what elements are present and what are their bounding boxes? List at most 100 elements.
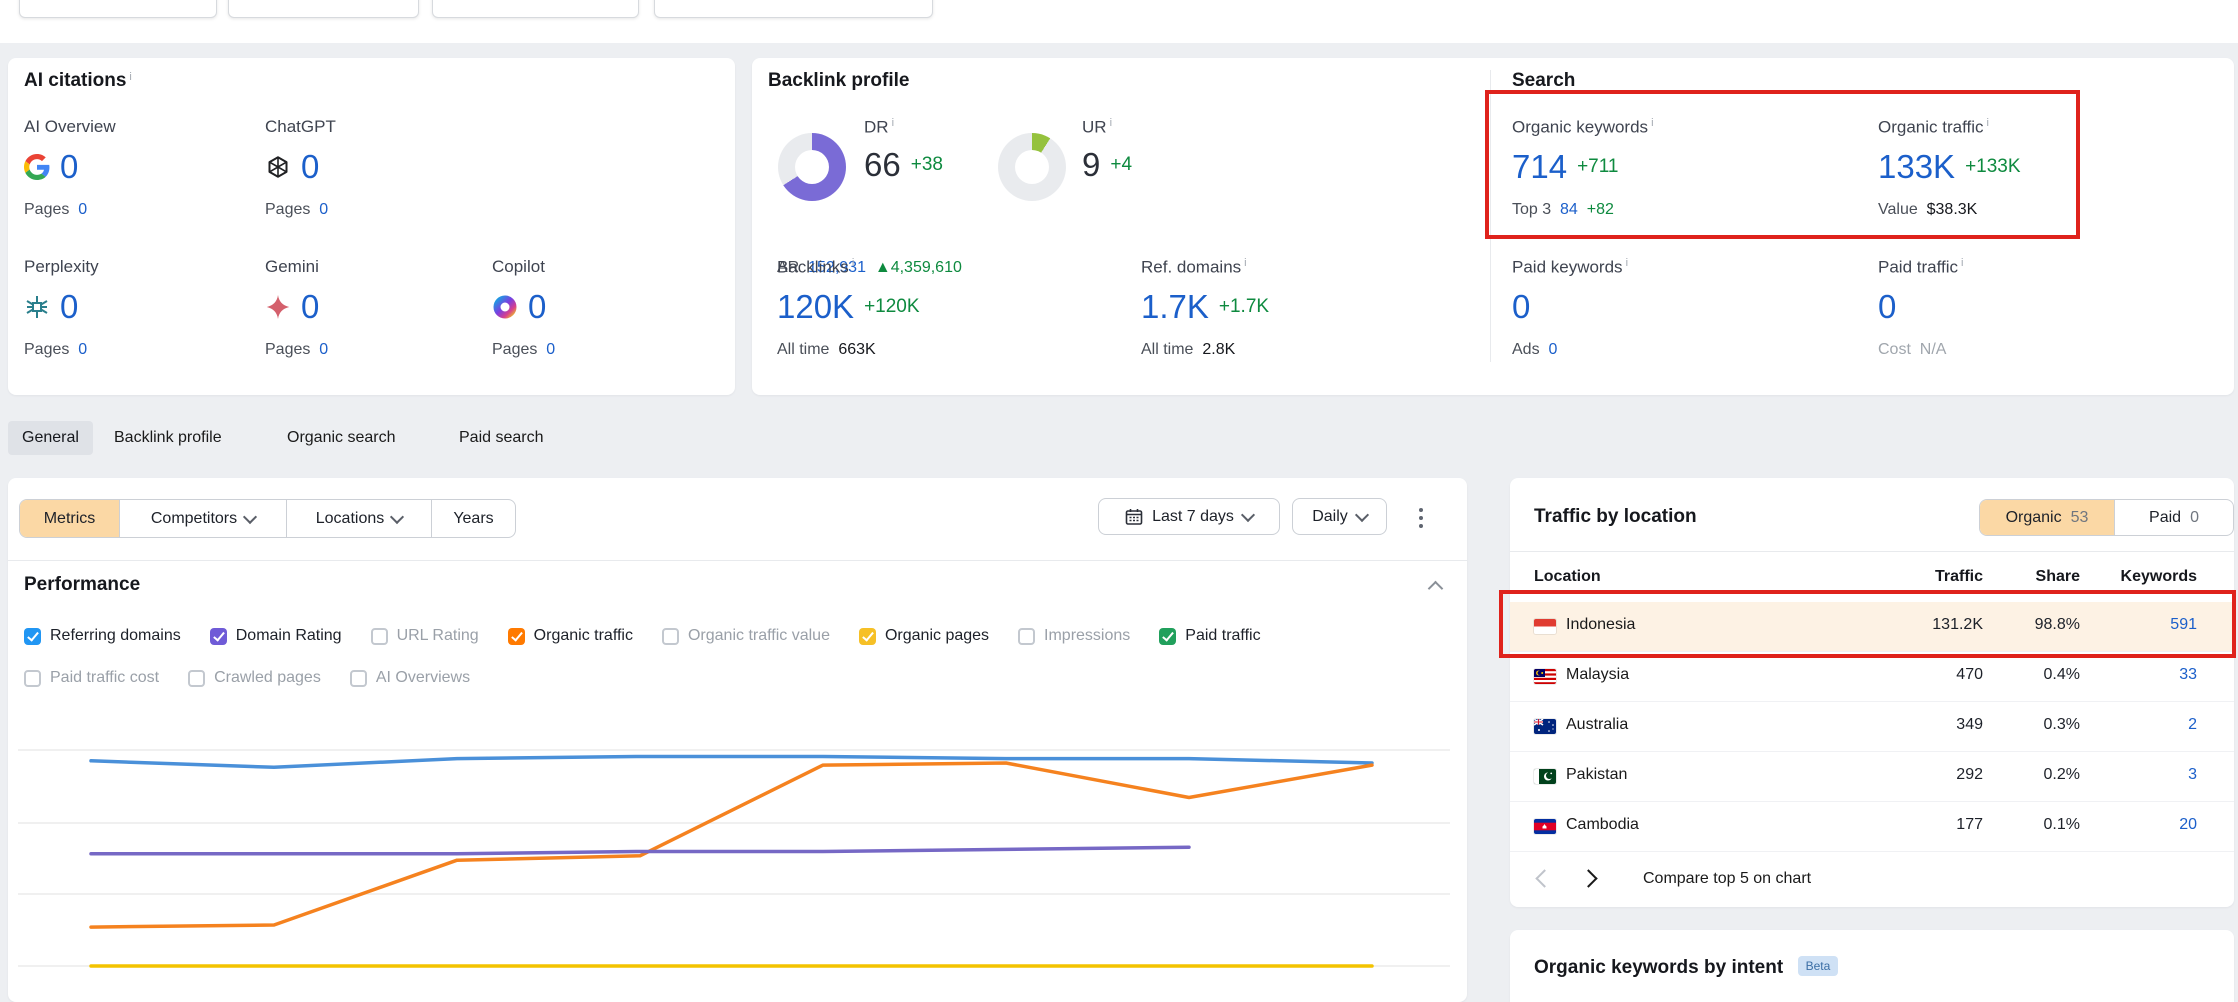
- column-header-share[interactable]: Share: [2035, 568, 2080, 585]
- checkbox[interactable]: [188, 669, 206, 687]
- paid-traffic-stat: Paid traffic i 0 Cost N/A: [1878, 257, 2108, 358]
- metric-organic-pages[interactable]: Organic pages: [858, 627, 989, 645]
- compare-top5-link[interactable]: Compare top 5 on chart: [1643, 870, 1812, 887]
- stat-label: Copilot: [492, 257, 545, 276]
- table-row-cambodia[interactable]: Cambodia 177 0.1% 20: [1510, 802, 2234, 852]
- keywords-link[interactable]: 591: [2170, 616, 2197, 633]
- collapse-section-icon[interactable]: [1427, 580, 1444, 597]
- sub-value-link[interactable]: 0: [78, 341, 88, 358]
- segment-metrics[interactable]: Metrics: [20, 500, 120, 537]
- stat-value[interactable]: 0: [301, 288, 320, 325]
- paid-traffic-value[interactable]: 0: [1878, 288, 1897, 325]
- metric-domain-rating[interactable]: Domain Rating: [209, 627, 342, 645]
- column-header-traffic[interactable]: Traffic: [1934, 568, 1983, 585]
- stat-label: Gemini: [265, 257, 319, 276]
- ar-value-link[interactable]: 152,931: [808, 259, 866, 276]
- column-header-location[interactable]: Location: [1534, 568, 1601, 585]
- checkbox[interactable]: [209, 627, 227, 645]
- toggle-count: 53: [2070, 508, 2089, 526]
- share-value: 0.2%: [2043, 766, 2080, 783]
- top3-value-link[interactable]: 84: [1560, 201, 1578, 218]
- checkbox[interactable]: [24, 669, 41, 687]
- organic-traffic-value[interactable]: 133K: [1878, 148, 1956, 185]
- ref-domains-stat: Ref. domains i 1.7K +1.7K All time 2.8K: [1141, 257, 1371, 358]
- stat-value[interactable]: 0: [60, 288, 79, 325]
- info-icon[interactable]: i: [891, 117, 895, 129]
- checkbox[interactable]: [370, 627, 388, 645]
- segment-years[interactable]: Years: [432, 500, 515, 537]
- checkbox[interactable]: [1159, 627, 1177, 645]
- metric-label: Paid traffic cost: [50, 669, 160, 686]
- granularity-button[interactable]: Daily: [1292, 498, 1387, 535]
- toggle-paid[interactable]: Paid 0: [2114, 500, 2233, 535]
- toggle-organic[interactable]: Organic 53: [1980, 500, 2114, 535]
- organic-keywords-value[interactable]: 714: [1512, 148, 1568, 185]
- metric-paid-traffic[interactable]: Paid traffic: [1159, 627, 1261, 645]
- date-range-button[interactable]: Last 7 days: [1098, 498, 1280, 535]
- info-icon[interactable]: i: [1625, 257, 1629, 269]
- top-filter-box[interactable]: [19, 0, 217, 18]
- info-icon[interactable]: i: [1986, 117, 1989, 129]
- top-filter-box[interactable]: [228, 0, 419, 18]
- info-icon[interactable]: i: [1244, 257, 1247, 269]
- checkbox[interactable]: [661, 627, 679, 645]
- table-row-malaysia[interactable]: Malaysia 470 0.4% 33: [1510, 652, 2234, 702]
- checkbox[interactable]: [24, 627, 41, 645]
- performance-line-chart[interactable]: [8, 700, 1467, 1002]
- pagination-next-icon[interactable]: [1579, 869, 1598, 888]
- column-header-keywords[interactable]: Keywords: [2120, 568, 2197, 585]
- tab-paid-search[interactable]: Paid search: [459, 421, 544, 455]
- tab-backlink-profile[interactable]: Backlink profile: [114, 421, 222, 455]
- checkbox[interactable]: [349, 669, 367, 687]
- tab-organic-search[interactable]: Organic search: [287, 421, 396, 455]
- metric-url-rating[interactable]: URL Rating: [370, 627, 479, 645]
- segment-locations[interactable]: Locations: [287, 500, 432, 537]
- keywords-link[interactable]: 20: [2179, 816, 2197, 833]
- table-row-australia[interactable]: Australia 349 0.3% 2: [1510, 702, 2234, 752]
- stat-value[interactable]: 0: [60, 148, 79, 185]
- tab-general[interactable]: General: [8, 421, 93, 455]
- metric-ai-overviews[interactable]: AI Overviews: [349, 669, 470, 687]
- sub-value-link[interactable]: 0: [319, 341, 329, 358]
- keywords-link[interactable]: 2: [2188, 716, 2197, 733]
- stat-label: DR: [864, 117, 889, 137]
- stat-label: Paid keywords: [1512, 257, 1623, 277]
- sub-value-link[interactable]: 0: [319, 201, 329, 218]
- metric-organic-traffic[interactable]: Organic traffic: [507, 627, 633, 645]
- chatgpt-stat: ChatGPT 0 Pages 0: [265, 117, 495, 218]
- ai-overview-stat: AI Overview 0 Pages 0: [24, 117, 254, 218]
- metric-impressions[interactable]: Impressions: [1018, 627, 1130, 645]
- sub-value-link[interactable]: 0: [78, 201, 88, 218]
- metric-paid-traffic-cost[interactable]: Paid traffic cost: [24, 669, 159, 687]
- more-options-button[interactable]: [1413, 502, 1429, 534]
- stat-label: Paid traffic: [1878, 257, 1959, 277]
- sub-value-link[interactable]: 0: [546, 341, 556, 358]
- metric-crawled-pages[interactable]: Crawled pages: [188, 669, 321, 687]
- top-filter-box[interactable]: [654, 0, 933, 18]
- info-icon[interactable]: i: [1961, 257, 1964, 269]
- share-value: 0.1%: [2043, 816, 2080, 833]
- info-icon[interactable]: i: [129, 70, 132, 83]
- backlinks-value[interactable]: 120K: [777, 288, 855, 325]
- checkbox[interactable]: [1018, 627, 1036, 645]
- metric-organic-traffic-value[interactable]: Organic traffic value: [661, 627, 830, 645]
- metric-referring-domains[interactable]: Referring domains: [24, 627, 181, 645]
- table-row-pakistan[interactable]: Pakistan 292 0.2% 3: [1510, 752, 2234, 802]
- keywords-link[interactable]: 33: [2179, 666, 2197, 683]
- top-filter-box[interactable]: [432, 0, 639, 18]
- calendar-icon: [1125, 508, 1143, 526]
- checkbox[interactable]: [858, 627, 876, 645]
- stat-value[interactable]: 0: [528, 288, 547, 325]
- checkbox[interactable]: [507, 627, 525, 645]
- keywords-link[interactable]: 3: [2188, 766, 2197, 783]
- stat-value[interactable]: 0: [301, 148, 320, 185]
- info-icon[interactable]: i: [1651, 117, 1654, 129]
- segment-competitors[interactable]: Competitors: [120, 500, 287, 537]
- pagination-prev-icon[interactable]: [1535, 869, 1554, 888]
- table-row-indonesia[interactable]: Indonesia 131.2K 98.8% 591: [1510, 602, 2234, 652]
- paid-keywords-value[interactable]: 0: [1512, 288, 1531, 325]
- info-icon[interactable]: i: [851, 257, 855, 269]
- info-icon[interactable]: i: [1109, 117, 1113, 129]
- ads-value-link[interactable]: 0: [1548, 341, 1558, 358]
- ref-domains-value[interactable]: 1.7K: [1141, 288, 1209, 325]
